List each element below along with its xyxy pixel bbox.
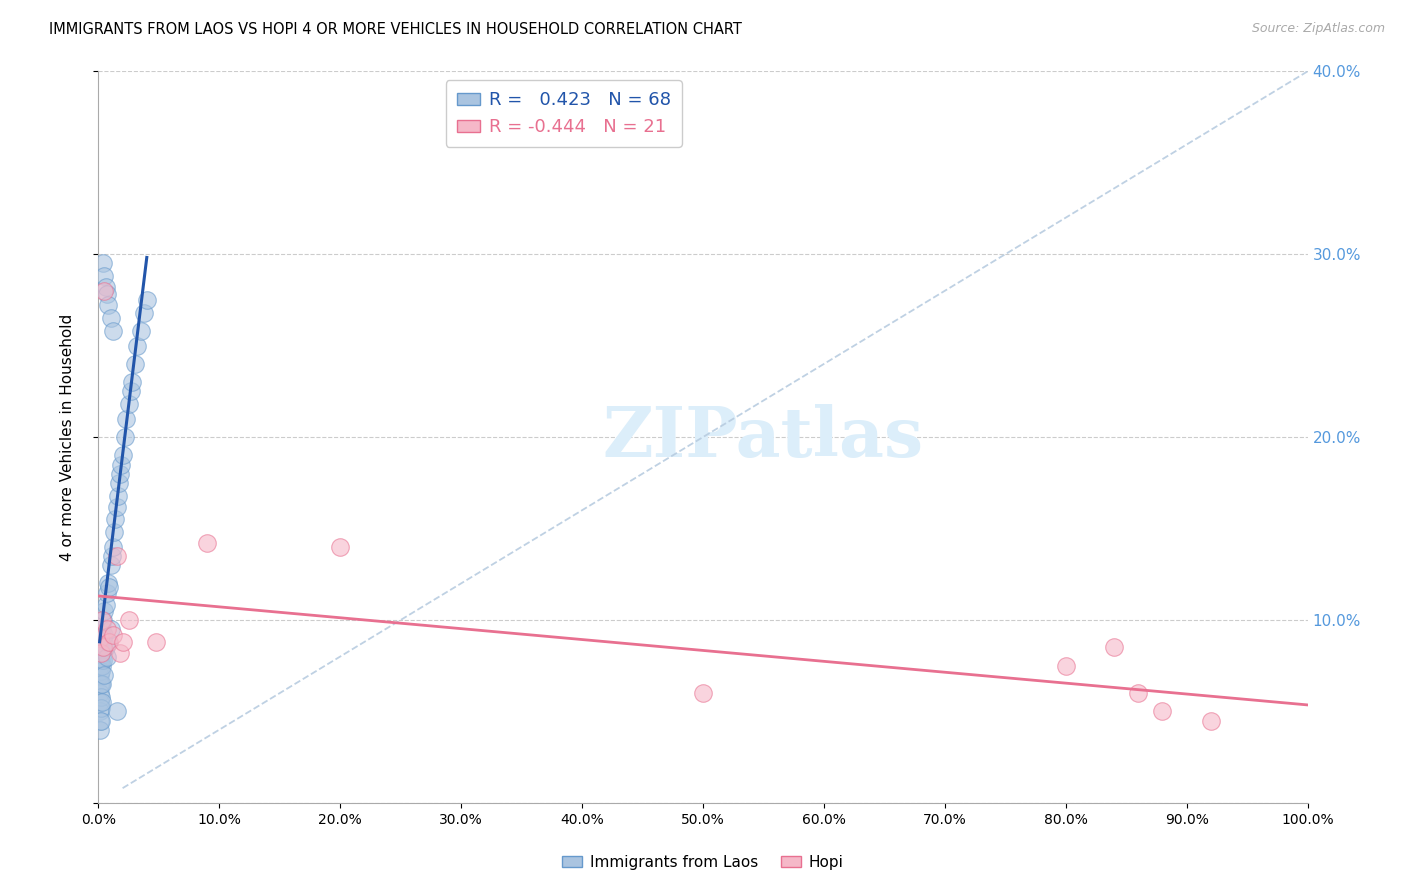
Point	[115, 412, 138, 426]
Y-axis label: 4 or more Vehicles in Household: 4 or more Vehicles in Household	[60, 313, 75, 561]
Point	[145, 635, 167, 649]
Point	[692, 686, 714, 700]
Point	[91, 622, 114, 636]
Point	[108, 475, 131, 490]
Point	[96, 287, 118, 301]
Point	[91, 695, 114, 709]
Point	[91, 677, 114, 691]
Point	[96, 622, 118, 636]
Point	[100, 549, 122, 563]
Point	[91, 613, 114, 627]
Point	[97, 576, 120, 591]
Point	[91, 613, 114, 627]
Point	[90, 700, 112, 714]
Point	[97, 298, 120, 312]
Point	[89, 658, 111, 673]
Point	[90, 622, 112, 636]
Point	[93, 269, 115, 284]
Point	[105, 705, 128, 719]
Point	[124, 357, 146, 371]
Point	[90, 635, 112, 649]
Point	[1199, 714, 1222, 728]
Point	[91, 640, 114, 655]
Point	[101, 627, 124, 641]
Point	[134, 306, 156, 320]
Point	[89, 640, 111, 655]
Point	[89, 677, 111, 691]
Point	[98, 580, 121, 594]
Point	[118, 397, 141, 411]
Point	[100, 558, 122, 573]
Point	[90, 677, 112, 691]
Point	[101, 324, 124, 338]
Point	[1152, 705, 1174, 719]
Point	[89, 723, 111, 737]
Point	[114, 430, 136, 444]
Point	[98, 635, 121, 649]
Point	[135, 293, 157, 307]
Point	[90, 690, 112, 704]
Point	[100, 311, 122, 326]
Point	[89, 705, 111, 719]
Point	[90, 653, 112, 667]
Point	[96, 585, 118, 599]
Point	[195, 536, 218, 550]
Point	[97, 635, 120, 649]
Point	[93, 627, 115, 641]
Point	[118, 613, 141, 627]
Point	[105, 549, 128, 563]
Point	[100, 622, 122, 636]
Point	[91, 632, 114, 646]
Point	[1054, 658, 1077, 673]
Point	[127, 338, 149, 352]
Point	[105, 500, 128, 514]
Point	[1128, 686, 1150, 700]
Point	[90, 714, 112, 728]
Point	[89, 695, 111, 709]
Point	[111, 635, 134, 649]
Text: IMMIGRANTS FROM LAOS VS HOPI 4 OR MORE VEHICLES IN HOUSEHOLD CORRELATION CHART: IMMIGRANTS FROM LAOS VS HOPI 4 OR MORE V…	[49, 22, 742, 37]
Point	[110, 458, 132, 472]
Point	[93, 667, 115, 681]
Legend: Immigrants from Laos, Hopi: Immigrants from Laos, Hopi	[557, 848, 849, 876]
Point	[90, 646, 112, 660]
Point	[93, 284, 115, 298]
Point	[89, 667, 111, 681]
Point	[89, 686, 111, 700]
Point	[89, 632, 111, 646]
Point	[104, 512, 127, 526]
Text: Source: ZipAtlas.com: Source: ZipAtlas.com	[1251, 22, 1385, 36]
Point	[91, 658, 114, 673]
Point	[329, 540, 352, 554]
Point	[91, 640, 114, 655]
Point	[89, 632, 111, 646]
Point	[94, 640, 117, 655]
Point	[94, 280, 117, 294]
Point	[89, 649, 111, 664]
Point	[111, 448, 134, 462]
Point	[129, 324, 152, 338]
Text: ZIPatlas: ZIPatlas	[603, 403, 924, 471]
Point	[89, 714, 111, 728]
Point	[101, 540, 124, 554]
Point	[108, 467, 131, 481]
Point	[107, 489, 129, 503]
Point	[108, 646, 131, 660]
Point	[96, 649, 118, 664]
Point	[94, 599, 117, 613]
Point	[90, 664, 112, 678]
Point	[93, 604, 115, 618]
Point	[91, 653, 114, 667]
Point	[120, 384, 142, 399]
Point	[1102, 640, 1125, 655]
Point	[103, 525, 125, 540]
Point	[91, 256, 114, 270]
Point	[90, 646, 112, 660]
Point	[121, 375, 143, 389]
